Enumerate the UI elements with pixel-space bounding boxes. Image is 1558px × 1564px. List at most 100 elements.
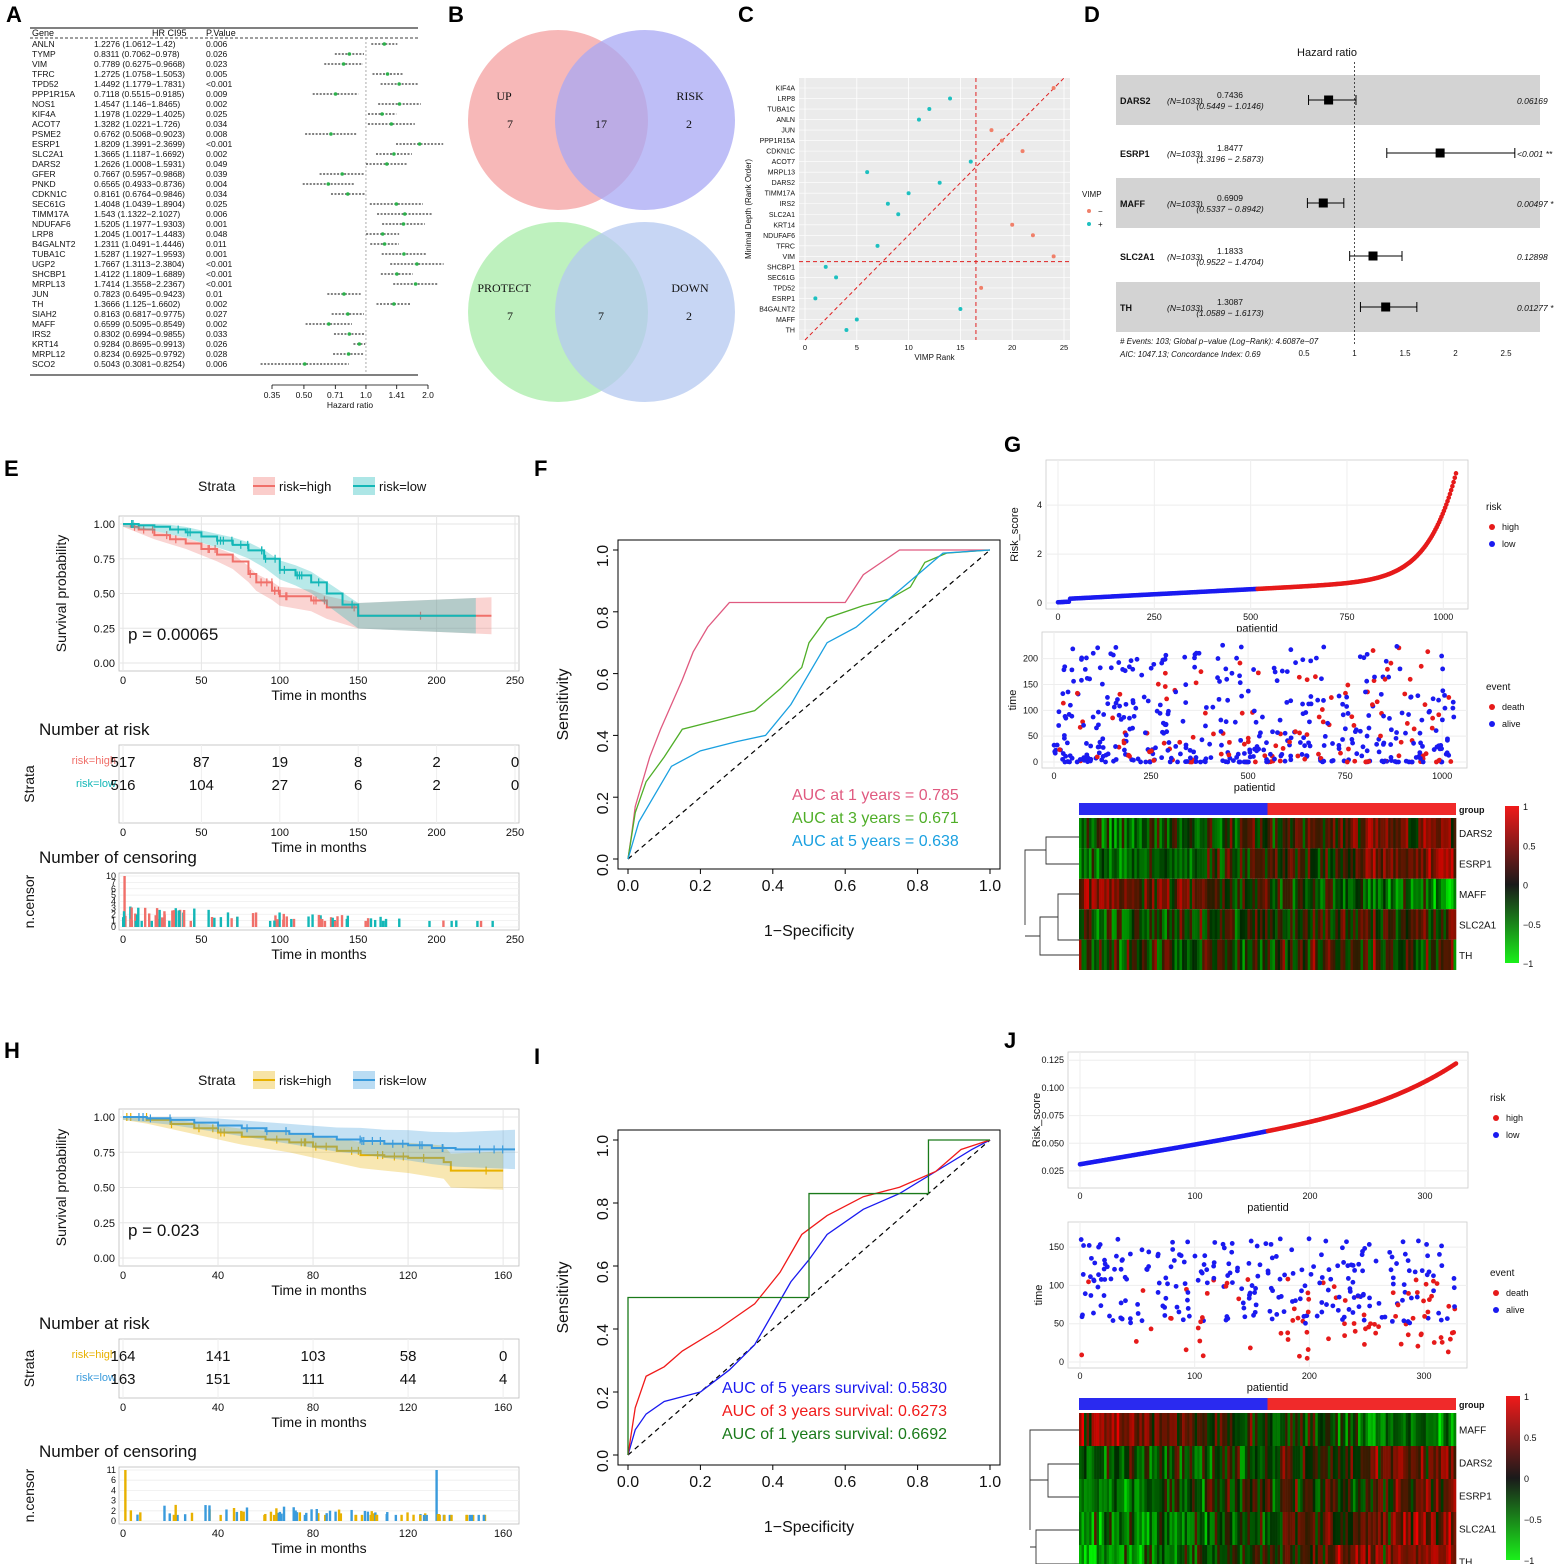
event-point	[1406, 1290, 1411, 1296]
heatmap-cell	[1385, 1512, 1389, 1545]
heatmap-cell	[1154, 1413, 1158, 1446]
event-point	[1374, 699, 1380, 705]
heatmap-cell	[1239, 1479, 1243, 1512]
heatmap-cell	[1192, 878, 1195, 910]
heatmap-cell	[1327, 909, 1331, 940]
heatmap-cell	[1317, 939, 1321, 970]
risk-count: 111	[302, 1371, 325, 1388]
panel-letter-e: E	[4, 456, 19, 481]
event-point	[1255, 670, 1261, 676]
heatmap-cell	[1252, 1512, 1256, 1545]
heatmap-cell	[1209, 818, 1213, 849]
heatmap-cell	[1174, 1479, 1178, 1512]
censor-bar	[254, 912, 258, 927]
heatmap-cell	[1355, 1413, 1359, 1446]
heatmap-cell	[1393, 1446, 1396, 1479]
event-point	[1182, 1281, 1188, 1287]
heatmap-cell	[1355, 939, 1359, 970]
legend-label: risk=low	[379, 479, 427, 494]
hr-label: 0.6909	[1217, 193, 1243, 203]
x-tick-label: 1.41	[388, 390, 405, 400]
heatmap-cell	[1325, 939, 1329, 970]
event-point	[1246, 1261, 1252, 1266]
heatmap-cell	[1275, 1512, 1278, 1545]
event-point	[1200, 1353, 1206, 1359]
venn-right-label: RISK	[676, 89, 704, 103]
event-point	[1264, 740, 1269, 746]
heatmap-cell	[1141, 1446, 1145, 1479]
heatmap-cell	[1169, 939, 1173, 970]
color-scale-label: −0.5	[1523, 920, 1541, 930]
heatmap-cell	[1332, 878, 1336, 910]
event-point	[1096, 744, 1102, 750]
x-tick-label: 50	[195, 827, 207, 839]
heatmap-cell	[1242, 1545, 1246, 1564]
censor-y-tick: 2	[111, 1506, 116, 1516]
heatmap-cell	[1368, 1479, 1371, 1512]
heatmap-cell	[1340, 848, 1344, 879]
event-point	[1123, 1298, 1128, 1304]
heatmap-cell	[1277, 848, 1281, 879]
heatmap-cell	[1232, 1512, 1236, 1545]
n-label: (N=1033)	[1167, 252, 1203, 262]
event-point	[1319, 1309, 1325, 1315]
gene-label: B4GALNT2	[32, 239, 76, 249]
heatmap-cell	[1116, 878, 1120, 910]
risk-count: 103	[301, 1348, 326, 1365]
event-point	[1218, 729, 1224, 734]
heatmap-cell	[1393, 818, 1396, 849]
heatmap-cell	[1285, 1446, 1288, 1479]
heatmap-cell	[1169, 909, 1173, 940]
heatmap-cell	[1159, 939, 1163, 970]
censor-bar	[150, 920, 153, 927]
censor-y-tick: 3	[111, 903, 116, 913]
heatmap-cell	[1312, 1446, 1316, 1479]
heatmap-cell	[1292, 1479, 1296, 1512]
heatmap-cell	[1408, 818, 1412, 849]
heatmap-cell	[1101, 1512, 1105, 1545]
heatmap-cell	[1307, 1512, 1311, 1545]
heatmap-cell	[1089, 1545, 1092, 1564]
heatmap-gene-label: ESRP1	[1459, 1492, 1492, 1503]
heatmap-cell	[1081, 1446, 1085, 1479]
heatmap-cell	[1222, 848, 1226, 879]
heatmap-cell	[1207, 1479, 1210, 1512]
heatmap-cell	[1247, 1413, 1251, 1446]
x-tick-label: 0	[120, 827, 126, 839]
event-point	[1190, 734, 1196, 740]
event-point	[1225, 697, 1231, 703]
censor-bar	[178, 910, 181, 927]
heatmap-cell	[1418, 1545, 1422, 1564]
hr-square	[1381, 302, 1391, 312]
heatmap-cell	[1438, 1413, 1442, 1446]
heatmap-cell	[1282, 1413, 1286, 1446]
heatmap-cell	[1413, 1413, 1417, 1446]
event-point	[1135, 1311, 1141, 1316]
heatmap-cell	[1400, 818, 1404, 849]
heatmap-cell	[1310, 1446, 1314, 1479]
confidence-band	[123, 1117, 504, 1190]
event-point	[1130, 698, 1136, 703]
heatmap-cell	[1229, 1479, 1233, 1512]
heatmap-cell	[1378, 818, 1381, 849]
heatmap-cell	[1310, 1512, 1314, 1545]
heatmap-cell	[1129, 1512, 1133, 1545]
event-point	[1199, 1270, 1205, 1276]
heatmap-cell	[1204, 878, 1208, 910]
heatmap-cell	[1423, 939, 1427, 970]
heatmap-cell	[1312, 818, 1316, 849]
gene-tick-label: ACOT7	[772, 159, 795, 166]
heatmap-gene-label: SLC2A1	[1459, 1525, 1497, 1536]
heatmap-cell	[1094, 939, 1097, 970]
event-point	[1081, 757, 1087, 763]
event-point	[1403, 758, 1409, 764]
x-tick-label: 100	[271, 827, 289, 839]
heatmap-cell	[1325, 878, 1329, 910]
hr-ci-text: 1.3282 (1.0221−1.726)	[94, 119, 180, 129]
heatmap-cell	[1453, 1446, 1457, 1479]
event-point	[1217, 679, 1222, 684]
heatmap-cell	[1310, 818, 1314, 849]
event-point	[1370, 648, 1376, 653]
heatmap-cell	[1390, 1545, 1394, 1564]
heatmap-cell	[1139, 878, 1143, 910]
